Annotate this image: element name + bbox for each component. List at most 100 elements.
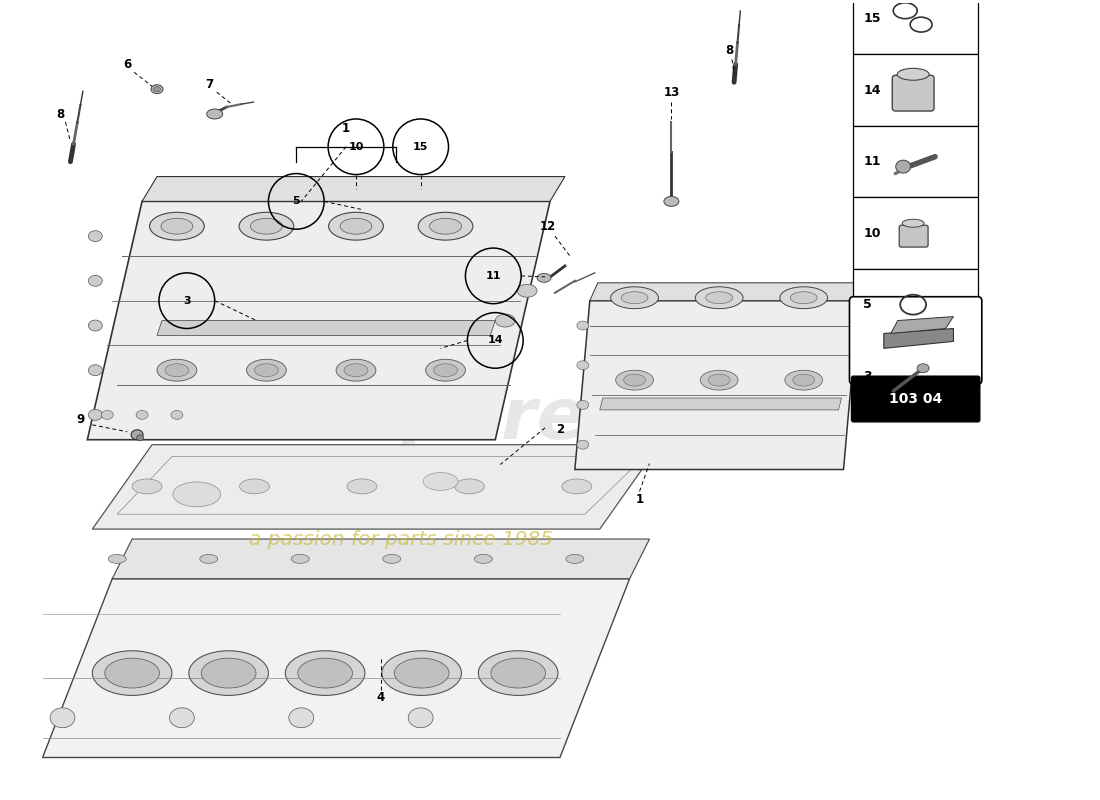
Ellipse shape	[895, 160, 911, 173]
Ellipse shape	[251, 218, 283, 234]
Ellipse shape	[157, 359, 197, 381]
FancyBboxPatch shape	[854, 126, 978, 198]
Text: 8: 8	[725, 44, 734, 57]
Text: 7: 7	[206, 78, 213, 90]
Ellipse shape	[150, 212, 205, 240]
Ellipse shape	[154, 86, 161, 92]
Ellipse shape	[200, 554, 218, 563]
Text: 11: 11	[864, 155, 881, 168]
Text: a passion for parts since 1985: a passion for parts since 1985	[249, 530, 553, 549]
Ellipse shape	[173, 482, 221, 506]
Ellipse shape	[576, 361, 588, 370]
Ellipse shape	[491, 658, 546, 688]
Ellipse shape	[189, 650, 268, 695]
FancyBboxPatch shape	[849, 297, 982, 384]
Text: 8: 8	[56, 107, 65, 121]
FancyBboxPatch shape	[854, 0, 978, 54]
Text: 3: 3	[183, 296, 190, 306]
Ellipse shape	[344, 364, 367, 377]
Polygon shape	[142, 177, 565, 202]
Text: 1: 1	[636, 493, 644, 506]
Polygon shape	[43, 578, 629, 758]
Ellipse shape	[104, 658, 160, 688]
Ellipse shape	[784, 370, 823, 390]
Ellipse shape	[207, 109, 222, 119]
Ellipse shape	[621, 292, 648, 304]
Polygon shape	[575, 301, 858, 470]
Ellipse shape	[382, 650, 461, 695]
Ellipse shape	[562, 479, 592, 494]
Ellipse shape	[298, 658, 352, 688]
Text: 103 04: 103 04	[889, 392, 943, 406]
Ellipse shape	[418, 212, 473, 240]
Ellipse shape	[254, 364, 278, 377]
Ellipse shape	[664, 197, 679, 206]
Polygon shape	[92, 445, 659, 529]
Ellipse shape	[346, 479, 377, 494]
Ellipse shape	[88, 410, 102, 420]
Text: 3: 3	[864, 370, 872, 382]
Text: 11: 11	[485, 271, 501, 281]
Text: 15: 15	[864, 12, 881, 25]
Ellipse shape	[793, 374, 815, 386]
Text: eurospares: eurospares	[173, 386, 629, 454]
Polygon shape	[883, 329, 954, 348]
Ellipse shape	[610, 286, 659, 309]
Ellipse shape	[706, 292, 733, 304]
Ellipse shape	[108, 554, 126, 563]
Polygon shape	[891, 317, 954, 334]
Ellipse shape	[433, 364, 458, 377]
Ellipse shape	[701, 370, 738, 390]
Ellipse shape	[430, 218, 461, 234]
Text: 5: 5	[864, 298, 872, 311]
Ellipse shape	[292, 554, 309, 563]
Ellipse shape	[101, 410, 113, 419]
Ellipse shape	[708, 374, 730, 386]
FancyBboxPatch shape	[854, 198, 978, 269]
Polygon shape	[112, 539, 649, 578]
FancyBboxPatch shape	[892, 75, 934, 111]
Text: 12: 12	[540, 220, 557, 233]
Text: 10: 10	[349, 142, 364, 152]
Text: 2: 2	[556, 423, 564, 436]
Ellipse shape	[424, 473, 458, 490]
Ellipse shape	[92, 650, 172, 695]
FancyBboxPatch shape	[854, 54, 978, 126]
FancyBboxPatch shape	[854, 269, 978, 341]
Ellipse shape	[246, 359, 286, 381]
Ellipse shape	[576, 321, 588, 330]
FancyBboxPatch shape	[899, 226, 928, 247]
Text: 6: 6	[123, 58, 131, 71]
Polygon shape	[87, 202, 550, 440]
Ellipse shape	[165, 364, 189, 377]
Ellipse shape	[337, 359, 376, 381]
Text: 9: 9	[76, 414, 85, 426]
Ellipse shape	[537, 274, 551, 282]
Ellipse shape	[917, 364, 930, 373]
Ellipse shape	[495, 314, 515, 327]
Text: 5: 5	[293, 196, 300, 206]
Text: 10: 10	[864, 226, 881, 240]
Ellipse shape	[695, 286, 743, 309]
Ellipse shape	[201, 658, 256, 688]
Ellipse shape	[88, 365, 102, 376]
Ellipse shape	[576, 440, 588, 449]
Ellipse shape	[383, 554, 400, 563]
Ellipse shape	[50, 708, 75, 728]
FancyBboxPatch shape	[851, 376, 980, 422]
Ellipse shape	[136, 410, 149, 419]
Ellipse shape	[151, 85, 163, 94]
Text: 14: 14	[864, 84, 881, 97]
Ellipse shape	[898, 68, 929, 80]
Polygon shape	[157, 321, 495, 335]
Text: 1: 1	[342, 122, 350, 135]
Ellipse shape	[239, 212, 294, 240]
Ellipse shape	[340, 218, 372, 234]
Ellipse shape	[289, 708, 314, 728]
Ellipse shape	[474, 554, 493, 563]
Ellipse shape	[454, 479, 484, 494]
Ellipse shape	[88, 275, 102, 286]
Ellipse shape	[565, 554, 584, 563]
Ellipse shape	[131, 430, 143, 440]
Ellipse shape	[240, 479, 270, 494]
